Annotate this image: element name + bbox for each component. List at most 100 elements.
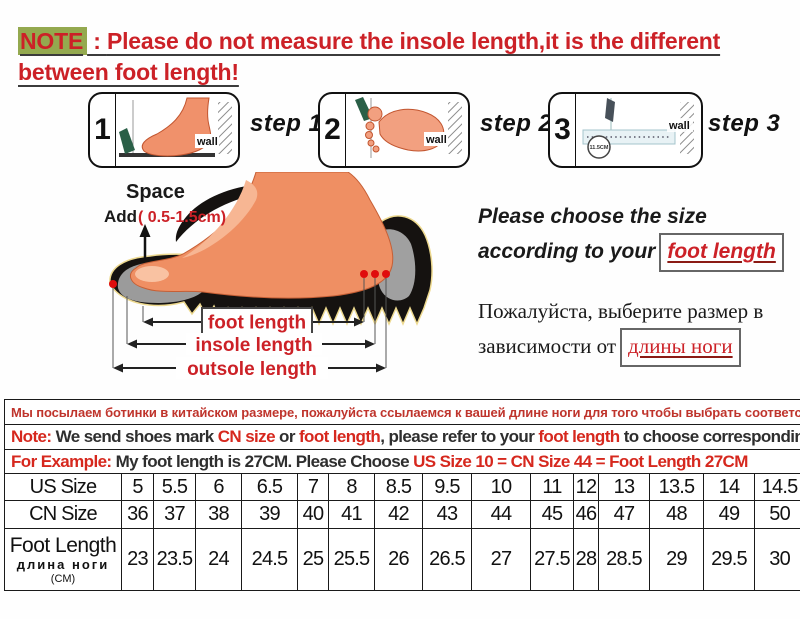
foot-length-label: foot length [208,313,306,334]
foot-length-cell: 29.5 [703,528,755,591]
outsole-length-label: outsole length [187,359,317,380]
us-size-cell: 8 [328,473,375,501]
add-label: Add [104,207,137,226]
cn-size-cell: 50 [753,500,800,529]
us-size-cell: 9.5 [422,473,472,501]
wall-label: wall [668,120,690,132]
wall-hatch [218,102,232,154]
shoe-collar-shape [175,183,318,242]
us-size-cell: 13 [598,473,650,501]
measurement-diagram: Space Add ( 0.5-1.5cm) foot length insol… [104,172,433,380]
us-size-cell: 7 [297,473,329,501]
side-foot-shape [141,97,212,157]
us-size-cell: 14 [703,473,755,501]
size-table: Мы посылаем ботинки в китайском размере,… [3,399,800,591]
us-size-cell: 8.5 [374,473,423,501]
cn-size-cell: 41 [328,500,375,529]
note-banner: NOTE : Please do not measure the insole … [18,26,784,88]
step-2-number: 2 [320,94,346,166]
cn-size-row: CN Size 36 37 38 39 40 41 42 43 44 45 46… [4,500,800,529]
step-3-ruler-drawing: 11.5CM wall [582,98,694,159]
note-separator: : [87,28,107,54]
us-size-cell: 11 [530,473,574,501]
cn-size-cell: 40 [297,500,329,529]
us-size-cell: 10 [471,473,531,501]
add-range: ( 0.5-1.5cm) [138,209,226,226]
heel-dot [109,280,117,288]
us-size-cell: 14.5 [753,473,800,501]
us-size-cell: 5.5 [153,473,196,501]
foot-length-cell: 30 [753,528,800,591]
foot-length-callout: foot length [659,233,784,272]
foot-length-cell: 29 [649,528,704,591]
table-ru-note: Мы посылаем ботинки в китайском размере,… [3,399,800,425]
measurement-circle [587,135,611,159]
insole-length-label: insole length [195,335,312,356]
wall-hatch [448,102,462,154]
foot-length-cell: 25.5 [328,528,375,591]
step-box-1: 1 wall [88,92,240,168]
choose-size-ru: Пожалуйста, выберите размер в зависимост… [478,295,793,367]
step-3-label: step 3 [708,110,781,137]
cn-size-cell: 43 [422,500,472,529]
choose-size-en: Please choose the size according to your… [478,200,793,272]
foot-length-ru-callout: длины ноги [620,328,741,367]
us-size-cell: 6.5 [241,473,298,501]
us-size-cell: 5 [121,473,154,501]
foot-length-row: Foot Length длина ноги (CM) 23 23.5 24 2… [4,528,800,591]
note-text: Please do not measure the insole length,… [18,28,721,85]
table-en-note: Note: We send shoes mark CN size or foot… [3,424,800,450]
cn-size-header: CN Size [4,500,122,529]
step-1-foot-drawing: wall [119,97,232,157]
step-box-2: 2 wall [318,92,470,168]
wall-label: wall [425,134,447,146]
us-size-row: US Size 5 5.5 6 6.5 7 8 8.5 9.5 10 11 12… [4,473,800,501]
choose-size-ru-line2: зависимости от длины ноги [478,328,793,367]
foot-length-box [201,307,313,336]
foot-length-cell: 27 [471,528,531,591]
cn-size-cell: 47 [598,500,650,529]
foot-length-cell: 24 [195,528,242,591]
cn-size-cell: 37 [153,500,196,529]
foot-shape [129,172,394,299]
foot-highlight [182,180,258,258]
step-1-label: step 1 [250,110,323,137]
choose-size-en-line1: Please choose the size [478,205,707,228]
pencil-icon [605,98,615,122]
cn-size-cell: 45 [530,500,574,529]
table-example-note: For Example: My foot length is 27CM. Ple… [3,449,800,474]
cn-size-cell: 48 [649,500,704,529]
step-3-illustration: 11.5CM wall [577,94,701,166]
us-size-cell: 6 [195,473,242,501]
foot-length-cell: 28 [573,528,599,591]
cn-size-cell: 49 [703,500,755,529]
us-size-cell: 12 [573,473,599,501]
foot-length-cell: 23 [121,528,154,591]
cn-size-cell: 42 [374,500,423,529]
step-3-number: 3 [550,94,576,166]
foot-length-cell: 26.5 [422,528,472,591]
foot-length-cell: 24.5 [241,528,298,591]
foot-length-cell: 28.5 [598,528,650,591]
note-highlight: NOTE [18,27,88,55]
us-size-header: US Size [4,473,122,501]
step-1-number: 1 [90,94,116,166]
cn-size-cell: 44 [471,500,531,529]
foot-length-cell: 26 [374,528,423,591]
toe-dot-2 [371,270,379,278]
us-size-cell: 13.5 [649,473,704,501]
cn-size-cell: 36 [121,500,154,529]
choose-size-ru-line1: Пожалуйста, выберите размер в [478,299,764,323]
foot-length-cell: 27.5 [530,528,574,591]
space-label: Space [126,181,185,203]
toe-highlight [135,266,169,282]
cn-size-cell: 38 [195,500,242,529]
step-1-illustration: wall [117,94,238,166]
foot-length-header: Foot Length длина ноги (CM) [4,528,122,591]
toe-dot-1 [360,270,368,278]
up-arrow-icon [139,224,151,237]
pencil-icon [119,128,135,154]
cn-size-cell: 46 [573,500,599,529]
foot-length-cell: 23.5 [153,528,196,591]
